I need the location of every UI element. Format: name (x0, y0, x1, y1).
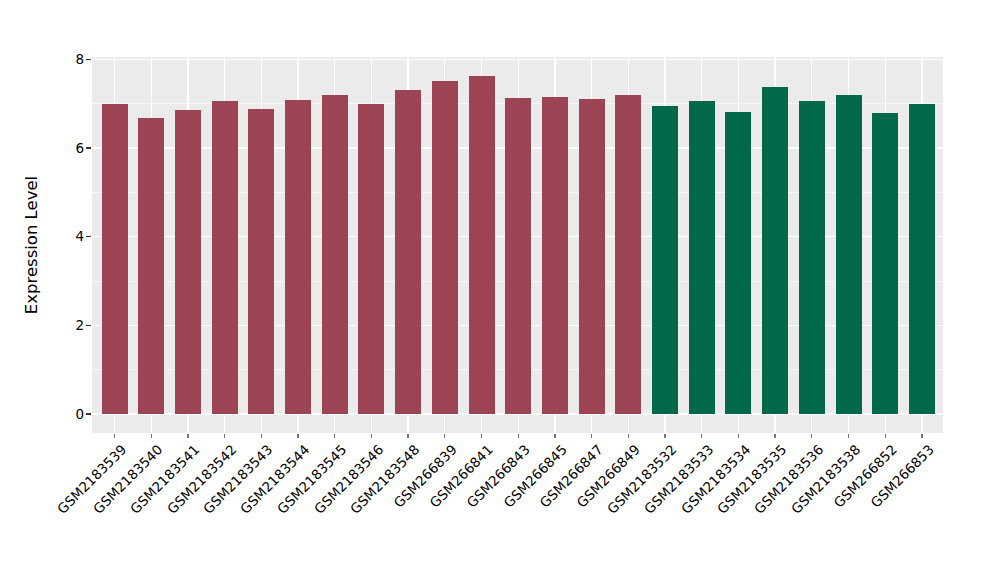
y-tick-mark (86, 325, 91, 326)
y-tick-label: 8 (54, 53, 84, 67)
x-tick-mark (518, 434, 519, 438)
x-tick-mark (334, 434, 335, 438)
x-tick-mark (444, 434, 445, 438)
bar-GSM2183539 (102, 104, 128, 414)
plot-area (92, 57, 943, 433)
bar-GSM2183532 (652, 106, 678, 414)
y-tick-mark (86, 413, 91, 414)
bar-GSM266845 (542, 97, 568, 414)
y-tick-mark (86, 59, 91, 60)
y-tick-mark (86, 147, 91, 148)
bar-GSM2183536 (799, 101, 825, 414)
x-tick-mark (224, 434, 225, 438)
bar-GSM266849 (615, 95, 641, 414)
bar-GSM2183534 (725, 112, 751, 414)
bar-GSM2183543 (248, 109, 274, 414)
x-tick-mark (701, 434, 702, 438)
bar-GSM2183542 (212, 101, 238, 414)
x-tick-mark (811, 434, 812, 438)
bar-GSM2183541 (175, 110, 201, 414)
bar-GSM2183535 (762, 87, 788, 414)
bar-GSM266839 (432, 81, 458, 414)
x-tick-mark (114, 434, 115, 438)
expression-bar-chart: Expression Level 02468 GSM2183539GSM2183… (0, 0, 1000, 580)
x-tick-mark (774, 434, 775, 438)
x-tick-mark (885, 434, 886, 438)
bar-GSM2183540 (138, 118, 164, 414)
x-tick-mark (187, 434, 188, 438)
bar-GSM2183545 (322, 95, 348, 414)
bar-GSM266847 (579, 99, 605, 414)
major-gridline (92, 59, 943, 61)
x-tick-mark (407, 434, 408, 438)
x-tick-mark (921, 434, 922, 438)
x-tick-mark (261, 434, 262, 438)
bar-GSM2183548 (395, 90, 421, 414)
x-tick-mark (848, 434, 849, 438)
x-tick-mark (481, 434, 482, 438)
bar-GSM2183533 (689, 101, 715, 414)
x-tick-mark (297, 434, 298, 438)
y-tick-label: 2 (54, 319, 84, 333)
bar-GSM266852 (872, 113, 898, 414)
bar-GSM266843 (505, 98, 531, 414)
x-tick-mark (664, 434, 665, 438)
y-tick-label: 6 (54, 142, 84, 156)
bar-GSM2183544 (285, 100, 311, 414)
y-tick-label: 0 (54, 408, 84, 422)
x-tick-mark (554, 434, 555, 438)
x-tick-mark (591, 434, 592, 438)
bar-GSM266841 (469, 76, 495, 414)
bar-GSM2183538 (836, 95, 862, 414)
y-tick-label: 4 (54, 230, 84, 244)
x-tick-mark (628, 434, 629, 438)
bar-GSM2183546 (358, 104, 384, 414)
x-tick-mark (371, 434, 372, 438)
bar-GSM266853 (909, 104, 935, 414)
x-tick-mark (738, 434, 739, 438)
x-tick-mark (151, 434, 152, 438)
y-axis-title: Expression Level (22, 176, 41, 314)
y-tick-mark (86, 236, 91, 237)
